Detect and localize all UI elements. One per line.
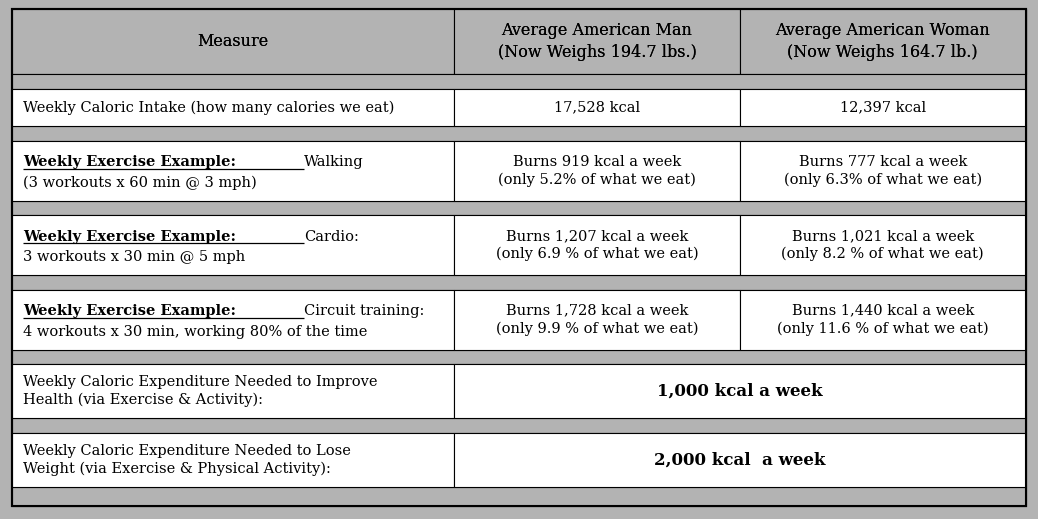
Bar	[12, 141, 455, 200]
Text: Weekly Exercise Example:: Weekly Exercise Example:	[23, 305, 241, 319]
Bar	[12, 418, 1026, 433]
Bar	[455, 89, 740, 126]
Bar	[12, 215, 455, 275]
Bar	[12, 290, 455, 350]
Bar	[455, 215, 740, 275]
Text: 3 workouts x 30 min @ 5 mph: 3 workouts x 30 min @ 5 mph	[23, 250, 245, 264]
Text: Burns 919 kcal a week
(only 5.2% of what we eat): Burns 919 kcal a week (only 5.2% of what…	[498, 155, 695, 187]
Bar	[455, 364, 1026, 418]
Text: 1,000 kcal a week: 1,000 kcal a week	[657, 383, 823, 400]
Bar	[740, 9, 1026, 74]
Bar	[455, 9, 740, 74]
Text: Walking: Walking	[304, 155, 364, 169]
Bar	[740, 141, 1026, 200]
Text: Burns 1,207 kcal a week
(only 6.9 % of what we eat): Burns 1,207 kcal a week (only 6.9 % of w…	[496, 229, 699, 262]
Text: Measure: Measure	[197, 33, 269, 50]
Bar	[12, 89, 455, 126]
Bar	[12, 74, 1026, 89]
Bar	[740, 9, 1026, 74]
Text: Average American Man
(Now Weighs 194.7 lbs.): Average American Man (Now Weighs 194.7 l…	[497, 22, 696, 61]
Text: Burns 1,728 kcal a week
(only 9.9 % of what we eat): Burns 1,728 kcal a week (only 9.9 % of w…	[496, 304, 699, 336]
Text: Weekly Caloric Expenditure Needed to Lose
Weight (via Exercise & Physical Activi: Weekly Caloric Expenditure Needed to Los…	[23, 444, 351, 476]
Text: Weekly Exercise Example:: Weekly Exercise Example:	[23, 155, 241, 169]
Text: Burns 777 kcal a week
(only 6.3% of what we eat): Burns 777 kcal a week (only 6.3% of what…	[784, 155, 982, 187]
Bar	[12, 200, 1026, 215]
Bar	[455, 433, 1026, 487]
Bar	[12, 364, 455, 418]
Text: (3 workouts x 60 min @ 3 mph): (3 workouts x 60 min @ 3 mph)	[23, 175, 256, 190]
Text: 12,397 kcal: 12,397 kcal	[840, 101, 926, 114]
Bar	[455, 290, 740, 350]
Bar	[12, 126, 1026, 141]
Bar	[12, 275, 1026, 290]
Text: Weekly Exercise Example:: Weekly Exercise Example:	[23, 230, 241, 244]
Bar	[455, 141, 740, 200]
Text: Circuit training:: Circuit training:	[304, 305, 425, 319]
Text: Weekly Caloric Expenditure Needed to Improve
Health (via Exercise & Activity):: Weekly Caloric Expenditure Needed to Imp…	[23, 375, 378, 407]
Text: 17,528 kcal: 17,528 kcal	[554, 101, 640, 114]
Bar	[740, 89, 1026, 126]
Text: Average American Woman
(Now Weighs 164.7 lb.): Average American Woman (Now Weighs 164.7…	[775, 22, 990, 61]
Text: Average American Woman
(Now Weighs 164.7 lb.): Average American Woman (Now Weighs 164.7…	[775, 22, 990, 61]
Bar	[740, 215, 1026, 275]
Bar	[12, 9, 455, 74]
Bar	[12, 9, 455, 74]
Text: Cardio:: Cardio:	[304, 230, 359, 244]
Bar	[12, 350, 1026, 364]
Text: 2,000 kcal  a week: 2,000 kcal a week	[654, 452, 825, 468]
Text: Weekly Caloric Intake (how many calories we eat): Weekly Caloric Intake (how many calories…	[23, 100, 394, 115]
Bar	[740, 290, 1026, 350]
Text: 4 workouts x 30 min, working 80% of the time: 4 workouts x 30 min, working 80% of the …	[23, 325, 367, 339]
Text: Burns 1,440 kcal a week
(only 11.6 % of what we eat): Burns 1,440 kcal a week (only 11.6 % of …	[776, 304, 988, 336]
Bar	[455, 9, 740, 74]
Text: Average American Man
(Now Weighs 194.7 lbs.): Average American Man (Now Weighs 194.7 l…	[497, 22, 696, 61]
Text: Burns 1,021 kcal a week
(only 8.2 % of what we eat): Burns 1,021 kcal a week (only 8.2 % of w…	[782, 229, 984, 262]
Bar	[12, 487, 1026, 506]
Bar	[12, 433, 455, 487]
Text: Measure: Measure	[197, 33, 269, 50]
